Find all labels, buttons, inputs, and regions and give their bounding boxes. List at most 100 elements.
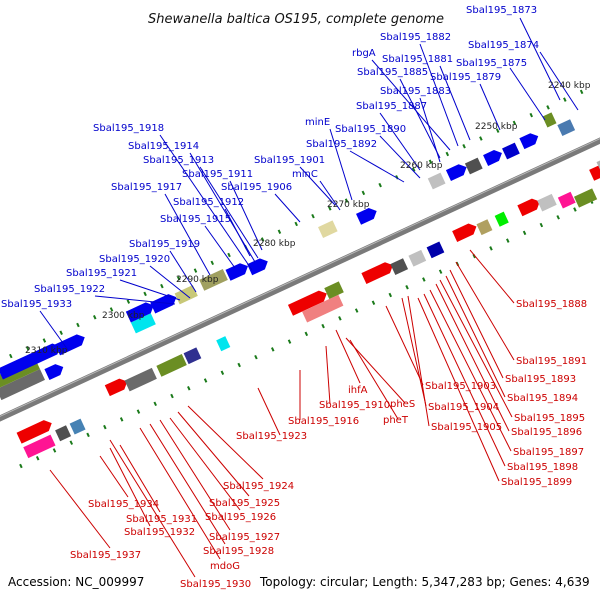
gene-label-sbal195-1911[interactable]: Sbal195_1911 [182,169,253,180]
leader-line-upper [149,265,191,299]
gene-label-sbal195-1919[interactable]: Sbal195_1919 [129,239,200,250]
gene-label-sbal195-1904[interactable]: Sbal195_1904 [428,402,499,413]
scale-tick-upper [76,322,80,328]
gene-label-sbal195-1874[interactable]: Sbal195_1874 [468,40,539,51]
leader-line-upper [349,150,405,183]
gene-label-sbal195-1916[interactable]: Sbal195_1916 [288,416,359,427]
gene-label-phet[interactable]: pheT [383,415,409,426]
scale-tick-upper [311,213,315,219]
gene-feature-16 [464,157,483,175]
scale-tick-lower [153,401,157,407]
leader-line-upper [379,112,421,171]
gene-label-sbal195-1937[interactable]: Sbal195_1937 [70,550,141,561]
gene-label-sbal195-1873[interactable]: Sbal195_1873 [466,5,537,16]
gene-feature-35 [390,258,409,276]
gene-label-sbal195-1881[interactable]: Sbal195_1881 [382,54,453,65]
gene-feature-36 [408,249,427,267]
gene-label-sbal195-1923[interactable]: Sbal195_1923 [236,431,307,442]
kbp-label-2240: 2240 kbp [548,81,591,91]
gene-label-mine[interactable]: minE [305,117,330,128]
gene-feature-19 [519,133,539,150]
leader-line-upper [164,193,211,276]
gene-feature-26 [104,378,128,397]
gene-label-sbal195-1934[interactable]: Sbal195_1934 [88,499,159,510]
gene-feature-46 [596,160,600,170]
gene-label-sbal195-1927[interactable]: Sbal195_1927 [209,532,280,543]
gene-label-sbal195-1895[interactable]: Sbal195_1895 [514,413,585,424]
gene-label-sbal195-1883[interactable]: Sbal195_1883 [380,86,451,97]
gene-feature-4 [55,334,85,356]
leader-line-upper [224,208,251,257]
scale-tick-upper [277,229,282,234]
gene-label-sbal195-1903[interactable]: Sbal195_1903 [425,381,496,392]
gene-label-sbal195-1905[interactable]: Sbal195_1905 [431,422,502,433]
gene-label-sbal195-1913[interactable]: Sbal195_1913 [143,155,214,166]
gene-label-sbal195-1925[interactable]: Sbal195_1925 [209,498,280,509]
gene-label-sbal195-1894[interactable]: Sbal195_1894 [507,393,578,404]
kbp-label-2260: 2260 kbp [400,161,443,171]
leader-line-upper [399,78,441,159]
gene-label-sbal195-1901[interactable]: Sbal195_1901 [254,155,325,166]
gene-label-sbal195-1920[interactable]: Sbal195_1920 [99,254,170,265]
leader-line-upper [204,225,236,269]
gene-feature-12 [318,220,338,238]
gene-feature-29 [183,347,202,365]
gene-feature-18 [502,142,520,160]
gene-label-sbal195-1892[interactable]: Sbal195_1892 [306,139,377,150]
gene-label-sbal195-1928[interactable]: Sbal195_1928 [203,546,274,557]
scale-tick-lower [304,331,309,337]
scale-tick-upper [9,353,13,359]
gene-label-sbal195-1887[interactable]: Sbal195_1887 [356,101,427,112]
scale-tick-upper [411,167,416,172]
scale-tick-lower [136,409,141,414]
gene-label-minc[interactable]: minC [292,169,318,180]
gene-feature-10 [225,263,248,281]
gene-label-sbal195-1898[interactable]: Sbal195_1898 [507,462,578,473]
gene-feature-7 [150,294,177,314]
gene-label-sbal195-1888[interactable]: Sbal195_1888 [516,299,587,310]
scale-tick-lower [556,215,560,220]
gene-label-sbal195-1890[interactable]: Sbal195_1890 [335,124,406,135]
gene-label-sbal195-1875[interactable]: Sbal195_1875 [456,58,527,69]
leader-line-lower [455,261,515,361]
gene-label-sbal195-1921[interactable]: Sbal195_1921 [66,268,137,279]
gene-label-sbal195-1882[interactable]: Sbal195_1882 [380,32,451,43]
gene-label-sbal195-1914[interactable]: Sbal195_1914 [128,141,199,152]
gene-label-sbal195-1930[interactable]: Sbal195_1930 [180,579,251,590]
leader-line-lower [407,295,430,427]
gene-label-sbal195-1931[interactable]: Sbal195_1931 [126,514,197,525]
kbp-label-2300: 2300 kbp [102,311,145,321]
gene-label-sbal195-1926[interactable]: Sbal195_1926 [205,512,276,523]
gene-label-rbga[interactable]: rbgA [352,48,376,59]
gene-feature-14 [427,172,446,190]
gene-label-sbal195-1885[interactable]: Sbal195_1885 [357,67,428,78]
leader-line-upper [519,17,561,101]
scale-tick-lower [438,269,443,274]
gene-label-sbal195-1910[interactable]: Sbal195_1910 [319,400,390,411]
gene-feature-27 [124,367,157,392]
gene-label-sbal195-1917[interactable]: Sbal195_1917 [111,182,182,193]
gene-label-phes[interactable]: pheS [390,399,415,410]
scale-tick-lower [69,440,74,445]
gene-label-sbal195-1891[interactable]: Sbal195_1891 [516,356,587,367]
gene-label-ihfa[interactable]: ihfA [348,385,368,396]
gene-label-sbal195-1896[interactable]: Sbal195_1896 [511,427,582,438]
leader-line-lower [445,275,506,398]
gene-label-sbal195-1879[interactable]: Sbal195_1879 [430,72,501,83]
gene-label-sbal195-1924[interactable]: Sbal195_1924 [223,481,294,492]
gene-label-sbal195-1893[interactable]: Sbal195_1893 [505,374,576,385]
gene-label-sbal195-1932[interactable]: Sbal195_1932 [124,527,195,538]
gene-label-sbal195-1933[interactable]: Sbal195_1933 [1,299,72,310]
scale-tick-upper [579,89,584,95]
gene-label-sbal195-1918[interactable]: Sbal195_1918 [93,123,164,134]
scale-tick-upper [160,283,164,289]
gene-label-sbal195-1912[interactable]: Sbal195_1912 [173,197,244,208]
gene-label-mdog[interactable]: mdoG [210,561,240,572]
gene-label-sbal195-1897[interactable]: Sbal195_1897 [513,447,584,458]
gene-label-sbal195-1899[interactable]: Sbal195_1899 [501,477,572,488]
scale-tick-lower [388,292,393,298]
gene-label-sbal195-1906[interactable]: Sbal195_1906 [221,182,292,193]
gene-label-sbal195-1922[interactable]: Sbal195_1922 [34,284,105,295]
gene-label-sbal195-1915[interactable]: Sbal195_1915 [160,214,231,225]
